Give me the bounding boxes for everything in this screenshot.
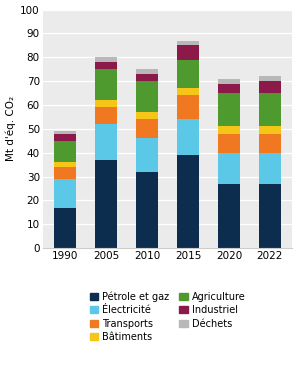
Bar bbox=[95, 100, 117, 107]
Bar bbox=[218, 79, 240, 84]
Bar bbox=[54, 134, 77, 141]
Bar bbox=[177, 88, 199, 96]
Bar bbox=[54, 167, 77, 179]
Bar bbox=[259, 76, 281, 81]
Bar bbox=[259, 93, 281, 127]
Y-axis label: Mt d'éq. CO₂: Mt d'éq. CO₂ bbox=[6, 96, 16, 161]
Bar bbox=[218, 134, 240, 153]
Bar bbox=[259, 81, 281, 93]
Bar bbox=[177, 45, 199, 59]
Bar bbox=[259, 134, 281, 153]
Bar bbox=[95, 160, 117, 248]
Bar bbox=[54, 179, 77, 208]
Bar bbox=[177, 119, 199, 155]
Bar bbox=[136, 112, 158, 119]
Bar bbox=[54, 162, 77, 167]
Bar bbox=[218, 153, 240, 184]
Bar bbox=[177, 96, 199, 119]
Bar bbox=[259, 184, 281, 248]
Bar bbox=[136, 74, 158, 81]
Bar bbox=[54, 141, 77, 162]
Bar bbox=[95, 62, 117, 69]
Bar bbox=[95, 107, 117, 124]
Bar bbox=[95, 57, 117, 62]
Bar bbox=[136, 119, 158, 138]
Bar bbox=[218, 127, 240, 134]
Bar bbox=[177, 41, 199, 45]
Bar bbox=[136, 172, 158, 248]
Bar bbox=[259, 127, 281, 134]
Bar bbox=[136, 138, 158, 172]
Bar bbox=[259, 153, 281, 184]
Bar bbox=[177, 59, 199, 88]
Legend: Pétrole et gaz, Électricité, Transports, Bâtiments, Agriculture, Industriel, Déc: Pétrole et gaz, Électricité, Transports,… bbox=[90, 291, 246, 342]
Bar bbox=[136, 69, 158, 74]
Bar bbox=[54, 208, 77, 248]
Bar bbox=[218, 93, 240, 127]
Bar bbox=[218, 184, 240, 248]
Bar bbox=[177, 155, 199, 248]
Bar bbox=[218, 84, 240, 93]
Bar bbox=[136, 81, 158, 112]
Bar bbox=[95, 69, 117, 100]
Bar bbox=[54, 131, 77, 134]
Bar bbox=[95, 124, 117, 160]
